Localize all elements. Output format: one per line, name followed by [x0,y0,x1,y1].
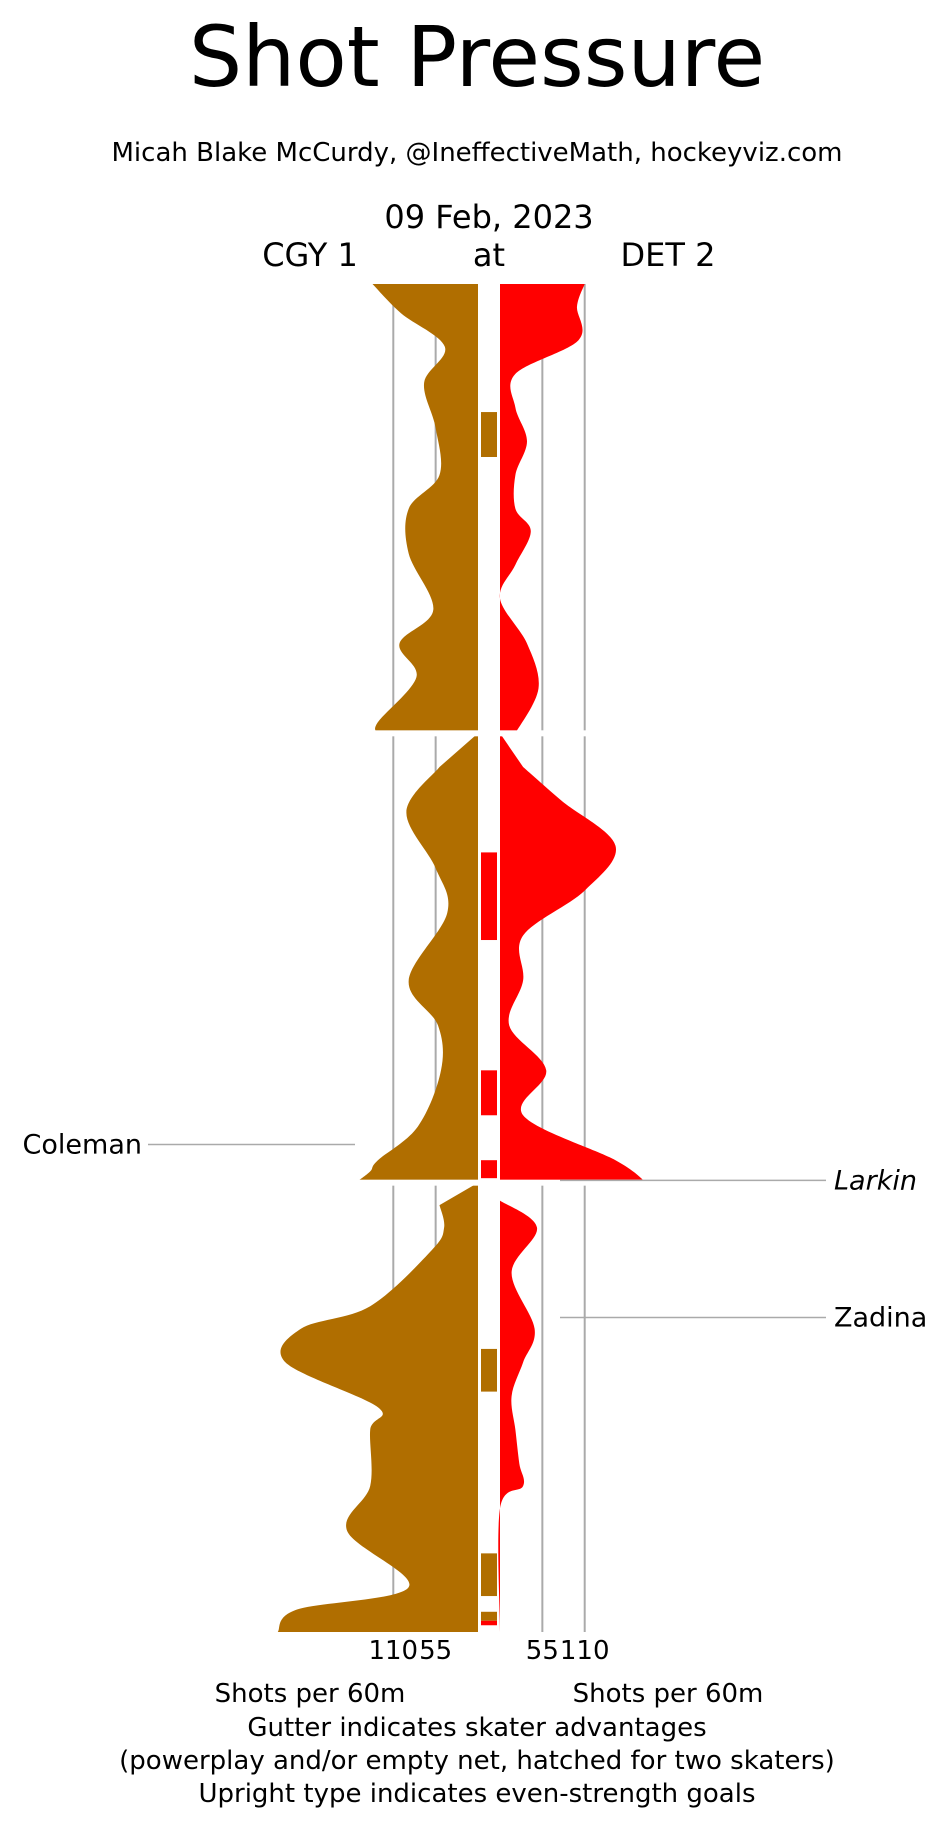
shot-area-cgy-1-period-2 [355,733,478,1183]
footer-line-1: Gutter indicates skater advantages [247,1713,706,1743]
away-team-label: CGY 1 [262,236,358,274]
tick-label-left-110: 110 [368,1636,418,1666]
advantage-gutter [481,412,497,1626]
tick-label-right-110: 110 [560,1636,610,1666]
gutter-block-1 [481,412,497,457]
gutter-block-2 [481,852,497,941]
shot-area-cgy-1-period-3 [277,1182,478,1632]
footer-line-2: (powerplay and/or empty net, hatched for… [119,1746,835,1776]
shot-rate-areas [277,284,647,1632]
tick-label-right-55: 55 [526,1636,559,1666]
gutter-block-7 [481,1611,497,1621]
period-separators [120,730,840,1186]
gutter-block-6 [481,1553,497,1597]
chart-credit: Micah Blake McCurdy, @IneffectiveMath, h… [112,138,843,168]
goal-annotations: Coleman Larkin Zadina [23,1129,928,1333]
right-axis-label: Shots per 60m [573,1679,764,1709]
shot-area-det-2-period-2 [500,733,647,1183]
gutter-block-4 [481,1160,497,1179]
shot-area-cgy-1-period-1 [372,284,478,734]
chart-title: Shot Pressure [189,8,765,106]
tick-label-left-55: 55 [419,1636,452,1666]
shot-area-det-2-period-3 [498,1182,538,1632]
goal-label-zadina: Zadina [834,1302,927,1333]
gutter-block-8 [481,1620,497,1626]
at-label: at [473,236,505,274]
left-axis-label: Shots per 60m [215,1679,406,1709]
home-team-label: DET 2 [621,236,716,274]
goal-label-coleman: Coleman [23,1129,142,1160]
footer-line-3: Upright type indicates even-strength goa… [198,1779,755,1809]
goal-label-larkin: Larkin [834,1165,917,1196]
axis-ticks: 110 55 55 110 [368,1636,609,1666]
period-gap-2 [120,1179,840,1186]
game-date: 09 Feb, 2023 [384,198,593,236]
gutter-block-3 [481,1070,497,1116]
gutter-block-5 [481,1348,497,1392]
period-gap-1 [120,730,840,737]
shot-area-det-2-period-1 [499,284,585,734]
